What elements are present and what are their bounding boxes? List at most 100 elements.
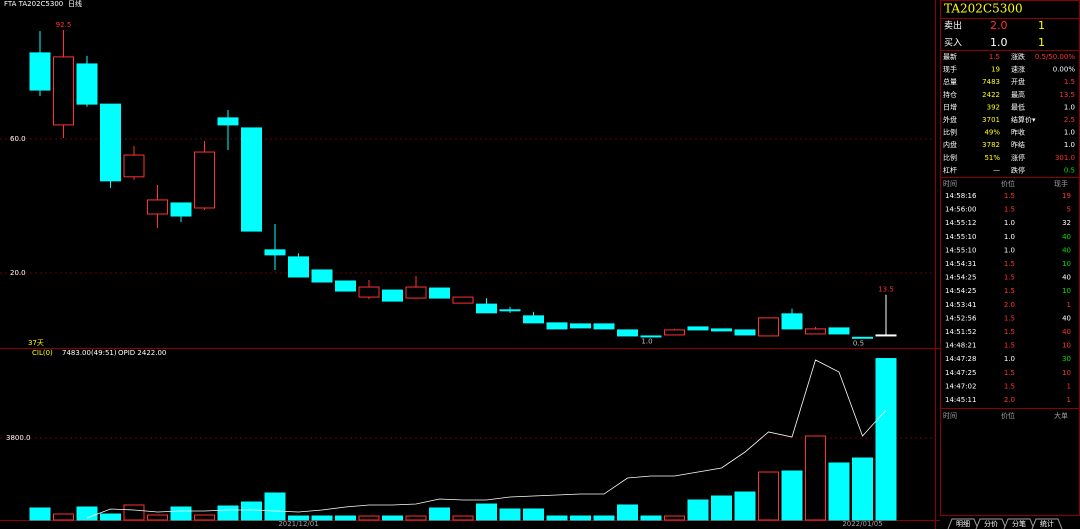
bid-volume: 1 [1038, 36, 1045, 49]
candle-body [241, 127, 262, 232]
candle-body [828, 327, 850, 335]
column-header: 大单 [1054, 411, 1068, 420]
stat-label: 涨跌 [1011, 52, 1025, 61]
trade-price: 1.5 [1004, 369, 1015, 377]
stat-value: 2.5 [1064, 116, 1075, 124]
period[interactable]: 日线 [68, 0, 82, 8]
candle-body [546, 322, 568, 330]
trade-time: 14:47:28 [945, 355, 976, 363]
stat-value: 3782 [982, 141, 1000, 149]
column-header: 价位 [1001, 411, 1015, 420]
stat-label: 最高 [1011, 90, 1025, 99]
column-header: 时间 [943, 411, 957, 420]
tab[interactable] [947, 518, 979, 529]
volume-bar [264, 492, 286, 521]
trade-time: 14:52:56 [945, 314, 977, 322]
trade-volume: 19 [1062, 192, 1071, 200]
tab[interactable] [975, 518, 1007, 529]
x-tick-label: 2022/01/05 [842, 520, 882, 528]
stat-label: 昨收 [1011, 128, 1025, 137]
trade-time: 14:51:52 [945, 328, 976, 336]
tab-label[interactable]: 分价 [984, 519, 998, 528]
oi-line [86, 359, 887, 519]
volume-bar [852, 457, 873, 521]
candle-body [499, 309, 521, 312]
stat-label: 比例 [943, 128, 957, 137]
volume-bar [382, 515, 403, 521]
candle-body [452, 296, 474, 304]
trade-volume: 40 [1062, 246, 1071, 254]
candle-body [335, 280, 356, 292]
tab-label[interactable]: 统计 [1040, 519, 1054, 528]
volume-bar [147, 514, 168, 521]
stat-value: 301.0 [1055, 154, 1075, 162]
volume-bar [170, 506, 192, 521]
candle-body [147, 199, 168, 215]
trade-price: 2.0 [1004, 396, 1015, 404]
trade-time: 14:55:12 [945, 219, 976, 227]
candle-body [429, 287, 450, 299]
volume-bar [523, 508, 544, 521]
column-header: 现手 [1054, 179, 1068, 188]
y-tick-label: 60.0 [10, 135, 26, 143]
high-label: 13.5 [878, 286, 894, 294]
trade-volume: 40 [1062, 233, 1071, 241]
volume-bar [217, 505, 239, 521]
trade-time: 14:54:31 [945, 260, 976, 268]
stat-value: 392 [987, 103, 1000, 111]
trade-price: 1.0 [1004, 355, 1015, 363]
stat-label: 昨结 [1011, 140, 1025, 149]
trade-volume: 32 [1062, 219, 1071, 227]
volume-bar [828, 462, 850, 521]
stat-value: 1.0 [1064, 141, 1075, 149]
tab-label[interactable]: 明细 [956, 519, 970, 528]
trade-price: 2.0 [1004, 301, 1015, 309]
volume-bar [241, 501, 262, 521]
trade-price: 1.5 [1004, 328, 1015, 336]
stat-value: 0.00% [1053, 66, 1076, 74]
ask-price: 2.0 [990, 19, 1008, 32]
legend-text: CIL(0) [32, 349, 53, 357]
volume-bar [640, 515, 662, 521]
tab-label[interactable]: 分笔 [1012, 519, 1026, 528]
trade-price: 1.5 [1004, 192, 1015, 200]
low-label: 0.5 [853, 339, 864, 347]
trade-time: 14:54:25 [945, 287, 976, 295]
stat-value: 2422 [982, 91, 1000, 99]
stat-label: 现手 [943, 65, 957, 74]
annotation: 37天 [28, 339, 44, 347]
candle-body [358, 286, 380, 298]
volume-bar [593, 515, 615, 521]
volume-bar [53, 513, 74, 521]
y-tick-label: 3800.0 [6, 434, 31, 442]
trade-time: 14:48:21 [945, 342, 976, 350]
candle-body [805, 328, 826, 335]
trade-time: 14:55:10 [945, 246, 976, 254]
candle-body [29, 52, 51, 91]
volume-bar [123, 504, 145, 521]
trade-volume: 30 [1062, 355, 1071, 363]
tab[interactable] [1003, 518, 1035, 529]
trade-price: 1.5 [1004, 342, 1015, 350]
volume-bar [805, 435, 826, 521]
trade-time: 14:54:25 [945, 274, 976, 282]
stat-label: 日增 [943, 102, 957, 111]
trade-price: 1.5 [1004, 260, 1015, 268]
stat-value: 3701 [982, 116, 1000, 124]
tab[interactable] [1031, 518, 1063, 529]
trade-time: 14:53:41 [945, 301, 976, 309]
volume-bar [405, 515, 427, 521]
candle-body [781, 313, 803, 330]
stat-value: 1.5 [989, 53, 1000, 61]
candle-body [100, 103, 121, 182]
symbol: FTA TA202C5300 [4, 0, 63, 8]
volume-bar [311, 515, 333, 521]
stat-label: 最低 [1011, 102, 1025, 111]
y-tick-label: 20.0 [10, 269, 26, 277]
volume-bar [758, 471, 779, 521]
trade-volume: 40 [1062, 274, 1071, 282]
trade-price: 1.5 [1004, 287, 1015, 295]
stat-label: 跌停 [1011, 165, 1025, 174]
